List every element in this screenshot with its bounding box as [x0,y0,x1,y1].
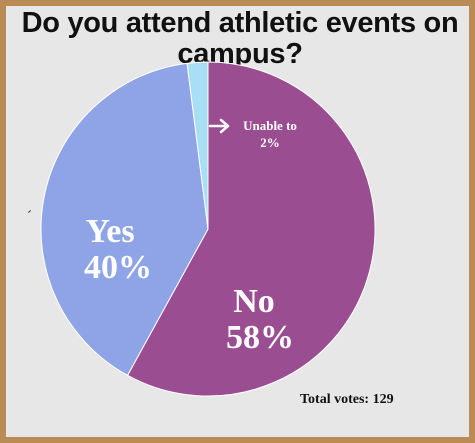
chart-title: Do you attend athletic events on campus? [21,7,459,70]
arrow-icon [208,118,230,134]
pie-slice-no [126,61,376,397]
slice-percent-unable: 2% [260,135,280,150]
slice-label-no: No [233,283,275,320]
slice-label-yes: Yes [85,213,134,250]
pie-slice-unable-to [186,61,209,230]
pie-slice-yes [40,62,209,377]
slice-percent-no: 58% [226,319,294,356]
slice-label-unable: Unable to [243,118,297,133]
slice-percent-yes: 40% [84,249,152,286]
total-votes: Total votes: 129 [300,392,394,407]
